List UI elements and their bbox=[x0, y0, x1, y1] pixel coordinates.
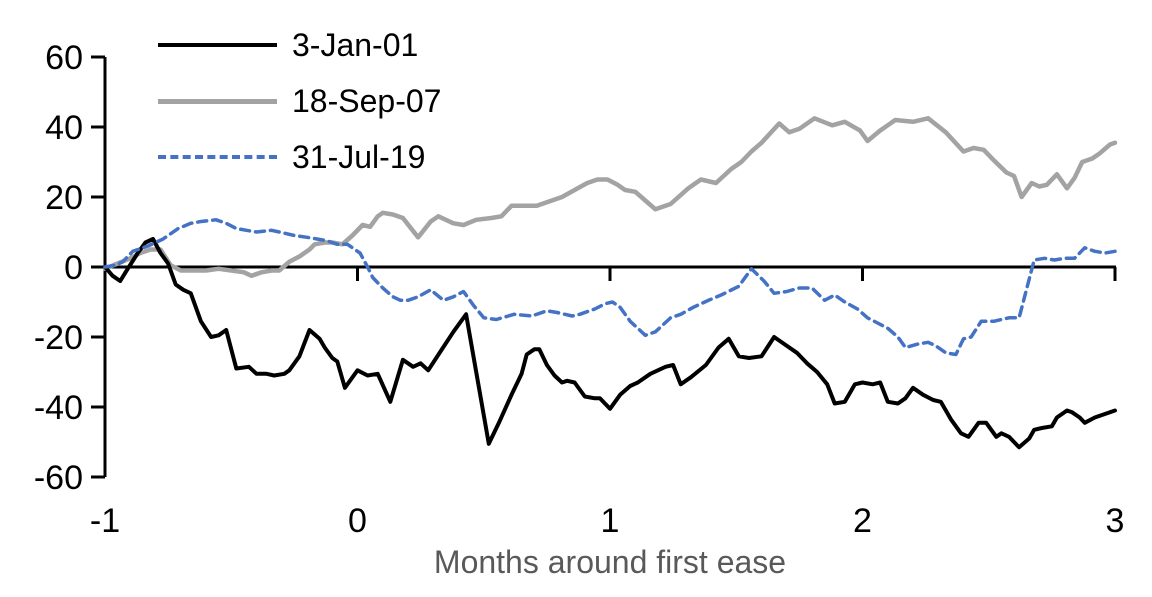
y-tick-label: -40 bbox=[34, 389, 83, 427]
legend-item-31-jul-19: 31-Jul-19 bbox=[158, 129, 441, 185]
x-tick-label: 0 bbox=[348, 502, 367, 540]
legend-item-18-sep-07: 18-Sep-07 bbox=[158, 73, 441, 129]
x-tick-label: 3 bbox=[1106, 502, 1125, 540]
series-line-18-Sep-07 bbox=[102, 116, 1118, 279]
y-tick-label: 20 bbox=[45, 179, 83, 217]
x-tick-label: -1 bbox=[90, 502, 120, 540]
legend-line-sample-black bbox=[158, 43, 277, 47]
x-tick-label: 2 bbox=[853, 502, 872, 540]
y-tick-label: 60 bbox=[45, 39, 83, 77]
legend-label: 18-Sep-07 bbox=[292, 83, 442, 119]
x-axis-title: Months around first ease bbox=[433, 544, 787, 580]
legend-line-sample-gray bbox=[158, 98, 277, 104]
legend-label: 31-Jul-19 bbox=[292, 139, 426, 175]
y-tick-label: -60 bbox=[34, 459, 83, 497]
y-tick-label: 40 bbox=[45, 109, 83, 147]
series-line-3-Jan-01 bbox=[103, 237, 1117, 450]
legend-item-3-jan-01: 3-Jan-01 bbox=[158, 17, 441, 73]
chart-legend: 3-Jan-01 18-Sep-07 31-Jul-19 bbox=[158, 17, 441, 185]
y-tick-label: -20 bbox=[34, 319, 83, 357]
series-line-31-Jul-19 bbox=[103, 218, 1117, 357]
x-tick-label: 1 bbox=[601, 502, 620, 540]
y-tick-label: 0 bbox=[64, 249, 83, 287]
legend-label: 3-Jan-01 bbox=[292, 27, 419, 63]
legend-line-sample-blue-dashed bbox=[158, 155, 277, 159]
